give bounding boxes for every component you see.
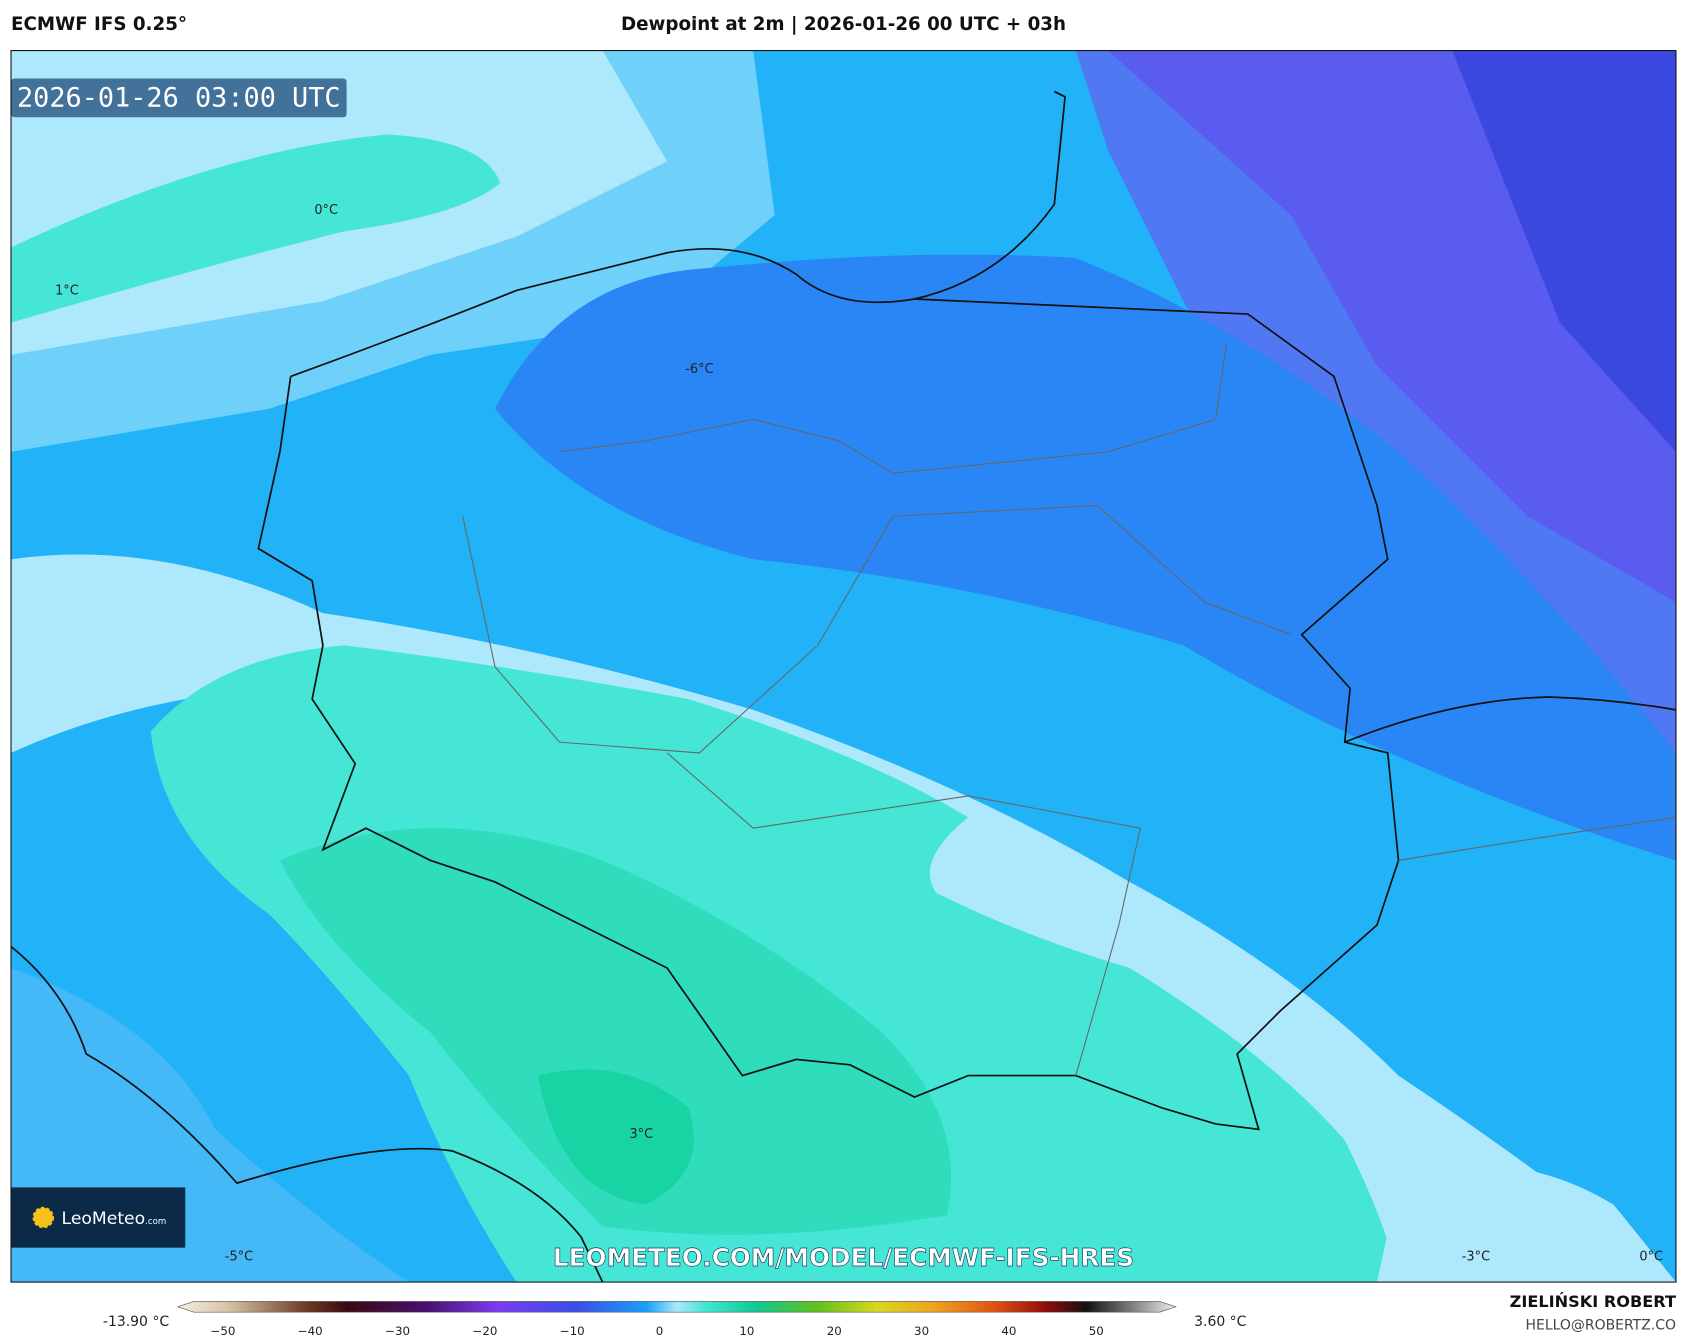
border <box>1344 696 1676 743</box>
contour-label: -5°C <box>225 1250 253 1265</box>
email: HELLO@ROBERTZ.CO <box>1526 1317 1676 1333</box>
map-field: 2026-01-26 03:00 UTC 0°C 1°C -6°C 3°C -5°C -3… <box>11 50 1676 1283</box>
contour-label: 3°C <box>629 1127 653 1142</box>
contour-labels: 0°C 1°C -6°C 3°C -5°C -3°C 0°C <box>55 203 1663 1265</box>
watermark: LEOMETEO.COM/MODEL/ECMWF-IFS-HRES <box>553 1243 1134 1272</box>
regions <box>462 344 1676 1076</box>
colorbar-tick-label: −40 <box>298 1324 323 1338</box>
colorbar-tick-label: −10 <box>560 1324 585 1338</box>
colorbar-tick-label: −20 <box>472 1324 497 1338</box>
colorbar-tick-label: 20 <box>827 1324 842 1338</box>
logo-domain: .com <box>145 1217 166 1227</box>
valid-time: 2026-01-26 03:00 UTC <box>17 82 341 113</box>
region-line <box>666 752 1142 1076</box>
logo-sun <box>32 1206 55 1229</box>
border <box>257 298 1400 1131</box>
field-band <box>538 1069 694 1205</box>
author: ZIELIŃSKI ROBERT <box>1510 1292 1676 1311</box>
time-box <box>11 78 347 118</box>
colorbar-tick-label: −50 <box>210 1324 235 1338</box>
region-line <box>462 504 1292 754</box>
field-band <box>1452 50 1676 452</box>
contour-label: 1°C <box>55 284 79 299</box>
contour-label: 0°C <box>1639 1250 1663 1265</box>
field-band <box>11 134 501 323</box>
field-band <box>495 254 1676 861</box>
min-label: -13.90 °C <box>103 1314 169 1330</box>
region-line <box>559 344 1227 474</box>
map-frame <box>10 50 1677 1283</box>
region-line <box>1398 816 1676 861</box>
logo-text: LeoMeteo.com <box>62 1209 167 1229</box>
contour-label: 0°C <box>314 203 338 218</box>
colorbar-tick-label: 40 <box>1001 1324 1016 1338</box>
contour-label: -3°C <box>1462 1250 1490 1265</box>
colorbar-tick-label: −30 <box>385 1324 410 1338</box>
model-name: ECMWF IFS 0.25° <box>11 14 187 35</box>
field-band <box>279 828 952 1235</box>
map-title: Dewpoint at 2m | 2026-01-26 00 UTC + 03h <box>621 14 1066 35</box>
colorbar-tick-label: 30 <box>914 1324 929 1338</box>
colorbar-tick-label: 0 <box>656 1324 664 1338</box>
colorbar <box>176 1301 1177 1313</box>
border <box>11 945 604 1283</box>
coast <box>290 90 1066 378</box>
logo-name: LeoMeteo <box>62 1209 146 1229</box>
colorbar-ticks: −50 −40 −30 −20 −10 0 10 20 30 40 50 <box>210 1324 1103 1338</box>
max-label: 3.60 °C <box>1194 1314 1246 1330</box>
colorbar-tick-label: 10 <box>739 1324 754 1338</box>
colorbar-tick-label: 50 <box>1089 1324 1104 1338</box>
contour-label: -6°C <box>685 362 713 377</box>
field-band <box>1376 1165 1676 1283</box>
coastlines <box>11 90 1676 1283</box>
